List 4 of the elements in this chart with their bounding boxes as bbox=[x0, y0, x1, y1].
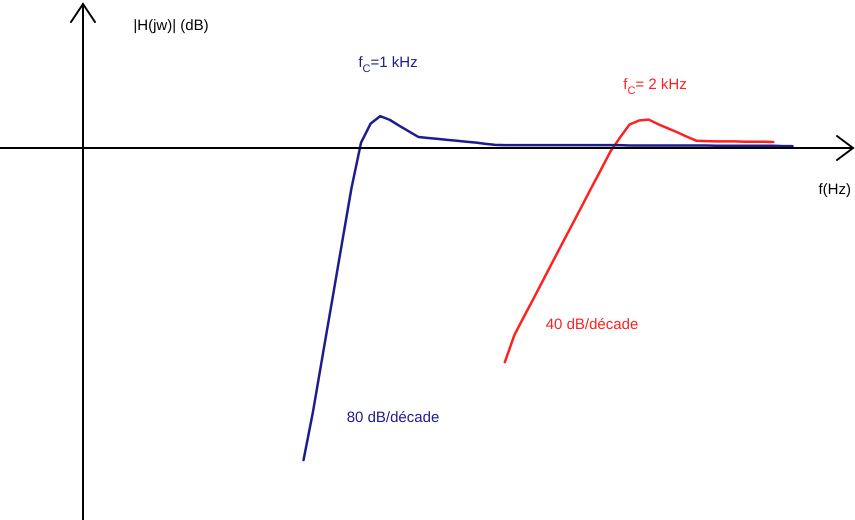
x-axis-title: f(Hz) bbox=[818, 181, 852, 198]
text: |H(jw)| (dB) bbox=[133, 17, 209, 34]
annotation: 40 dB/décade bbox=[546, 316, 638, 334]
annotation: 80 dB/décade bbox=[346, 409, 440, 426]
